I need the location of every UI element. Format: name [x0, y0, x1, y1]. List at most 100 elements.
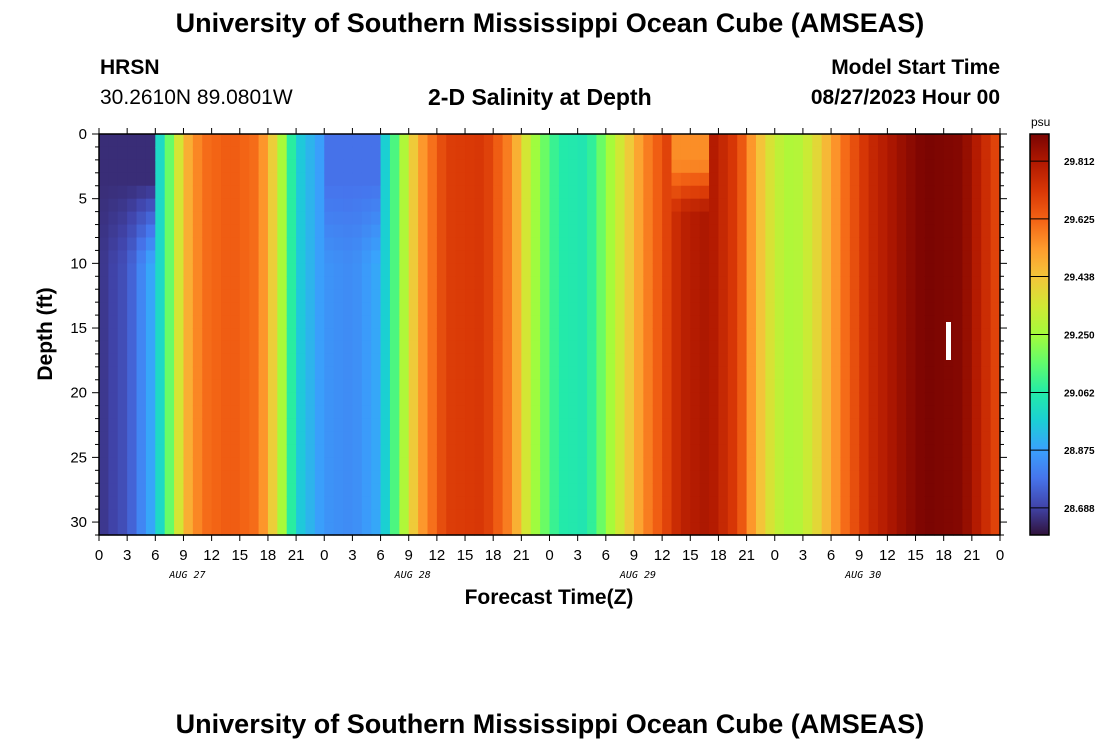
- heatmap-cell: [577, 418, 588, 433]
- heatmap-cell: [99, 211, 109, 226]
- heatmap-cell: [906, 289, 917, 303]
- heatmap-cell: [868, 509, 879, 523]
- heatmap-cell: [896, 405, 907, 420]
- heatmap-cell: [164, 366, 175, 381]
- heatmap-cell: [840, 392, 851, 407]
- heatmap-cell: [605, 328, 616, 342]
- heatmap-cell: [643, 522, 654, 536]
- heatmap-cell: [962, 250, 973, 264]
- heatmap-cell: [296, 405, 307, 420]
- heatmap-cell: [624, 328, 635, 342]
- heatmap-cell: [605, 159, 616, 174]
- heatmap-cell: [465, 418, 476, 433]
- heatmap-cell: [558, 289, 569, 303]
- heatmap-cell: [746, 276, 757, 290]
- heatmap-cell: [662, 431, 673, 446]
- heatmap-cell: [690, 289, 701, 303]
- heatmap-cell: [577, 185, 588, 200]
- heatmap-cell: [962, 496, 973, 510]
- x-tick-label: 0: [996, 547, 1004, 564]
- heatmap-cell: [277, 250, 288, 264]
- heatmap-cell: [389, 211, 400, 226]
- heatmap-cell: [474, 159, 485, 174]
- heatmap-cell: [211, 379, 222, 394]
- heatmap-cell: [709, 522, 720, 536]
- heatmap-cell: [164, 250, 175, 264]
- heatmap-cell: [267, 366, 278, 381]
- heatmap-cell: [474, 483, 485, 497]
- heatmap-cell: [943, 198, 954, 213]
- heatmap-cell: [371, 353, 382, 368]
- heatmap-cell: [690, 315, 701, 329]
- heatmap-cell: [465, 522, 476, 536]
- heatmap-cell: [840, 483, 851, 497]
- heatmap-cell: [746, 185, 757, 200]
- heatmap-cell: [633, 353, 644, 368]
- heatmap-cell: [465, 457, 476, 471]
- heatmap-cell: [333, 276, 344, 290]
- heatmap-cell: [887, 198, 898, 213]
- heatmap-cell: [108, 328, 119, 342]
- heatmap-cell: [418, 392, 429, 407]
- heatmap-cell: [540, 172, 551, 187]
- heatmap-cell: [662, 522, 673, 536]
- heatmap-cell: [605, 366, 616, 381]
- heatmap-cell: [521, 172, 532, 187]
- heatmap-cell: [934, 302, 945, 316]
- heatmap-cell: [981, 379, 992, 394]
- heatmap-cell: [718, 522, 729, 536]
- heatmap-cell: [511, 457, 522, 471]
- heatmap-cell: [380, 457, 391, 471]
- heatmap-cell: [389, 224, 400, 239]
- heatmap-cell: [887, 250, 898, 264]
- heatmap-cell: [671, 340, 682, 355]
- heatmap-cell: [211, 340, 222, 355]
- heatmap-cell: [765, 470, 776, 484]
- heatmap-cell: [249, 263, 260, 277]
- heatmap-cell: [324, 418, 335, 433]
- heatmap-cell: [249, 470, 260, 484]
- heatmap-cell: [802, 276, 813, 290]
- heatmap-cell: [962, 522, 973, 536]
- heatmap-cell: [906, 509, 917, 523]
- heatmap-cell: [427, 134, 438, 148]
- heatmap-cell: [812, 522, 823, 536]
- heatmap-cell: [971, 250, 982, 264]
- heatmap-cell: [549, 483, 560, 497]
- heatmap-cell: [896, 302, 907, 316]
- heatmap-cell: [305, 159, 316, 174]
- heatmap-cell: [821, 328, 832, 342]
- heatmap-cell: [549, 353, 560, 368]
- heatmap-cell: [352, 134, 363, 148]
- heatmap-cell: [511, 172, 522, 187]
- x-axis-ticks: 0 3 6 9 12 15 18 21 0 3 6 9 12 15 18 21 0 3 6 9 12 15 18 21 0 3 6 9…: [95, 128, 1004, 564]
- heatmap-cell: [221, 366, 231, 381]
- heatmap-cell: [408, 470, 419, 484]
- heatmap-cell: [821, 263, 832, 277]
- heatmap-cell: [831, 353, 842, 368]
- heatmap-cell: [718, 289, 729, 303]
- heatmap-cell: [436, 405, 447, 420]
- heatmap-cell: [802, 328, 813, 342]
- heatmap-cell: [671, 496, 682, 510]
- heatmap-cell: [389, 328, 400, 342]
- heatmap-cell: [971, 276, 982, 290]
- heatmap-cell: [493, 470, 504, 484]
- heatmap-cell: [990, 302, 1001, 316]
- heatmap-cell: [587, 302, 598, 316]
- heatmap-cell: [718, 134, 729, 148]
- heatmap-cell: [690, 276, 701, 290]
- heatmap-cell: [249, 146, 260, 161]
- heatmap-cell: [380, 405, 391, 420]
- heatmap-cell: [887, 134, 898, 148]
- heatmap-cell: [558, 185, 569, 200]
- heatmap-cell: [699, 431, 710, 446]
- heatmap-cell: [699, 418, 710, 433]
- heatmap-cell: [324, 405, 335, 420]
- heatmap-cell: [127, 379, 138, 394]
- heatmap-cell: [962, 289, 973, 303]
- heatmap-cell: [690, 185, 701, 200]
- heatmap-cell: [183, 457, 194, 471]
- heatmap-cell: [943, 224, 954, 239]
- heatmap-cell: [211, 315, 222, 329]
